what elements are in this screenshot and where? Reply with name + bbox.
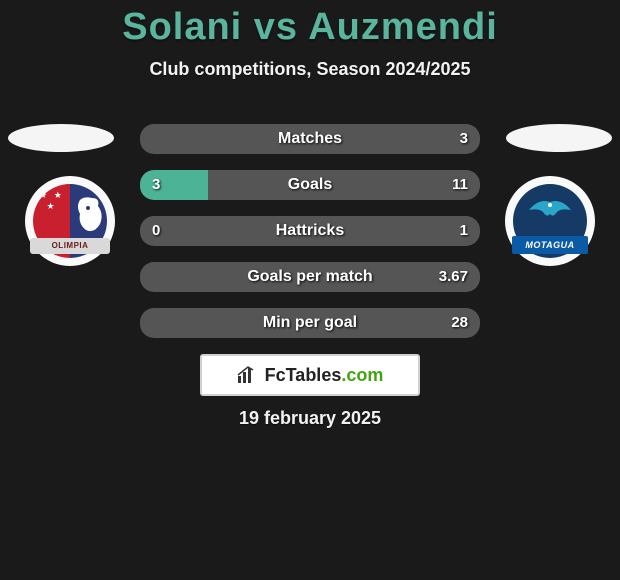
player-photo-placeholder-left: [8, 124, 114, 152]
stat-row: Matches3: [140, 124, 480, 154]
team-crest-right: MOTAGUA: [500, 176, 600, 266]
player-photo-placeholder-right: [506, 124, 612, 152]
brand-text-main: FcTables: [265, 365, 342, 385]
stat-bar-right: [140, 308, 480, 338]
stat-bar-right: [208, 170, 480, 200]
brand-text-accent: .com: [341, 365, 383, 385]
stat-row: Hattricks01: [140, 216, 480, 246]
stat-row: Goals per match3.67: [140, 262, 480, 292]
page-subtitle: Club competitions, Season 2024/2025: [0, 59, 620, 80]
stat-bar-left: [140, 170, 208, 200]
eagle-icon: [527, 192, 573, 220]
stat-rows: Matches3 Goals311 Hattricks01 Goals per mat…: [140, 124, 480, 354]
bar-chart-icon: [237, 366, 259, 384]
brand-badge: FcTables.com: [200, 354, 420, 396]
stat-bar-right: [140, 216, 480, 246]
comparison-infographic: Solani vs Auzmendi Club competitions, Se…: [0, 0, 620, 580]
team-crest-left: ★ ★★ OLIMPIA: [20, 176, 120, 266]
stat-row: Goals311: [140, 170, 480, 200]
stat-bar-right: [140, 124, 480, 154]
stat-bar-right: [140, 262, 480, 292]
brand-text: FcTables.com: [265, 365, 384, 386]
lion-icon: [74, 194, 104, 234]
page-title: Solani vs Auzmendi: [0, 0, 620, 49]
crest-banner-right: MOTAGUA: [512, 236, 588, 254]
crest-stars: ★ ★★: [33, 190, 70, 212]
crest-banner-left: OLIMPIA: [30, 238, 110, 254]
stat-row: Min per goal28: [140, 308, 480, 338]
footer-date: 19 february 2025: [0, 408, 620, 429]
